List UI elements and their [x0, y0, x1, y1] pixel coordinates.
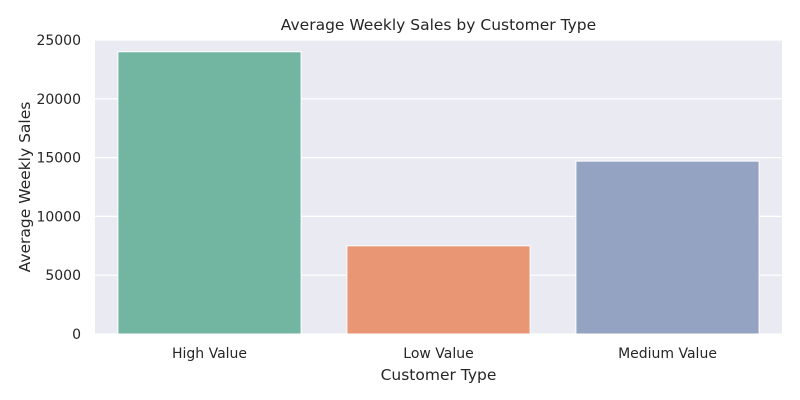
bar-low-value: [346, 245, 531, 335]
y-tick-label: 0: [72, 327, 81, 343]
x-tick-label: Low Value: [403, 346, 473, 362]
x-tick-labels: High Value Low Value Medium Value: [172, 346, 717, 362]
bars: [117, 51, 760, 335]
x-tick-label: High Value: [172, 346, 247, 362]
y-tick-label: 15000: [36, 151, 81, 167]
y-tick-label: 25000: [36, 33, 81, 49]
y-axis-label: Average Weekly Sales: [16, 102, 34, 273]
y-tick-labels: 0 5000 10000 15000 20000 25000: [36, 33, 81, 343]
x-axis-label: Customer Type: [381, 366, 497, 384]
x-tick-label: Medium Value: [618, 346, 717, 362]
y-tick-label: 5000: [45, 268, 81, 284]
chart-title: Average Weekly Sales by Customer Type: [281, 16, 596, 34]
y-tick-label: 20000: [36, 92, 81, 108]
bar-high-value: [117, 51, 302, 335]
y-tick-label: 10000: [36, 209, 81, 225]
bar-medium-value: [575, 160, 760, 335]
